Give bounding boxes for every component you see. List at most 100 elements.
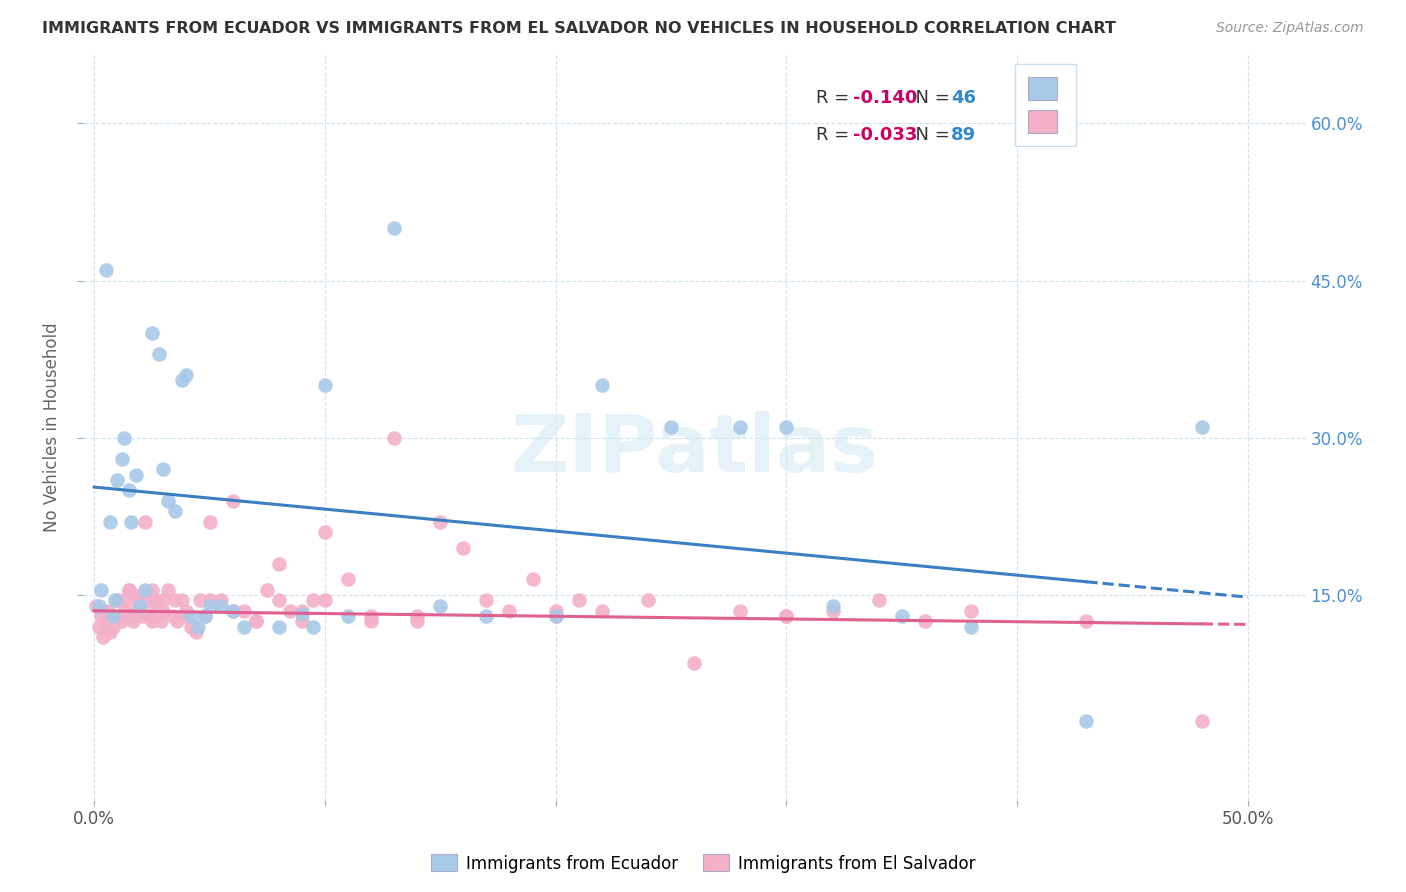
Point	[245, 615, 267, 629]
Point	[360, 609, 382, 624]
Point	[498, 604, 520, 618]
Point	[291, 604, 314, 618]
Point	[127, 593, 149, 607]
Point	[914, 615, 936, 629]
Point	[163, 504, 186, 518]
Point	[180, 609, 202, 624]
Point	[134, 582, 156, 597]
Point	[1076, 714, 1098, 728]
Point	[198, 593, 221, 607]
Point	[138, 609, 160, 624]
Legend: Immigrants from Ecuador, Immigrants from El Salvador: Immigrants from Ecuador, Immigrants from…	[425, 847, 981, 880]
Point	[522, 572, 544, 586]
Point	[221, 604, 243, 618]
Point	[145, 593, 167, 607]
Point	[302, 593, 325, 607]
Point	[166, 615, 188, 629]
Point	[176, 604, 198, 618]
Point	[267, 557, 290, 571]
Point	[821, 599, 844, 613]
Point	[111, 615, 134, 629]
Point	[1076, 615, 1098, 629]
Point	[104, 593, 127, 607]
Point	[157, 582, 180, 597]
Point	[960, 604, 983, 618]
Point	[429, 599, 451, 613]
Point	[87, 619, 110, 633]
Point	[86, 599, 108, 613]
Point	[187, 619, 209, 633]
Point	[544, 604, 567, 618]
Point	[683, 657, 706, 671]
Point	[141, 582, 163, 597]
Point	[659, 420, 682, 434]
Point	[152, 593, 174, 607]
Point	[125, 467, 148, 482]
Point	[180, 619, 202, 633]
Point	[637, 593, 659, 607]
Point	[591, 604, 613, 618]
Text: N =: N =	[904, 126, 956, 144]
Point	[176, 609, 198, 624]
Point	[170, 593, 193, 607]
Y-axis label: No Vehicles in Household: No Vehicles in Household	[44, 323, 60, 533]
Point	[176, 368, 198, 382]
Point	[198, 515, 221, 529]
Point	[209, 599, 232, 613]
Point	[101, 609, 124, 624]
Point	[544, 609, 567, 624]
Point	[278, 604, 301, 618]
Point	[868, 593, 890, 607]
Point	[105, 593, 128, 607]
Point	[221, 493, 243, 508]
Text: Source: ZipAtlas.com: Source: ZipAtlas.com	[1216, 21, 1364, 35]
Point	[129, 604, 152, 618]
Point	[890, 609, 912, 624]
Point	[111, 451, 134, 466]
Point	[118, 483, 141, 498]
Point	[429, 515, 451, 529]
Point	[105, 473, 128, 487]
Point	[118, 582, 141, 597]
Point	[475, 609, 498, 624]
Point	[94, 615, 117, 629]
Point	[152, 462, 174, 476]
Point	[162, 609, 184, 624]
Point	[198, 599, 221, 613]
Point	[101, 619, 124, 633]
Point	[267, 619, 290, 633]
Point	[141, 615, 163, 629]
Point	[115, 593, 138, 607]
Point	[150, 615, 173, 629]
Text: N =: N =	[904, 89, 956, 107]
Point	[314, 378, 336, 392]
Text: -0.140: -0.140	[853, 89, 918, 107]
Point	[591, 378, 613, 392]
Point	[129, 599, 152, 613]
Point	[108, 609, 131, 624]
Point	[131, 609, 153, 624]
Point	[188, 593, 211, 607]
Point	[122, 615, 145, 629]
Point	[256, 582, 278, 597]
Text: R =: R =	[817, 89, 855, 107]
Point	[141, 326, 163, 340]
Point	[104, 609, 127, 624]
Point	[233, 604, 256, 618]
Point	[97, 604, 120, 618]
Text: 89: 89	[950, 126, 976, 144]
Point	[87, 599, 110, 613]
Point	[152, 604, 174, 618]
Point	[960, 619, 983, 633]
Point	[360, 615, 382, 629]
Point	[775, 609, 797, 624]
Point	[143, 604, 166, 618]
Point	[98, 624, 121, 639]
Point	[314, 593, 336, 607]
Text: 46: 46	[950, 89, 976, 107]
Point	[728, 420, 751, 434]
Point	[291, 615, 314, 629]
Point	[90, 609, 112, 624]
Point	[120, 515, 142, 529]
Point	[221, 604, 243, 618]
